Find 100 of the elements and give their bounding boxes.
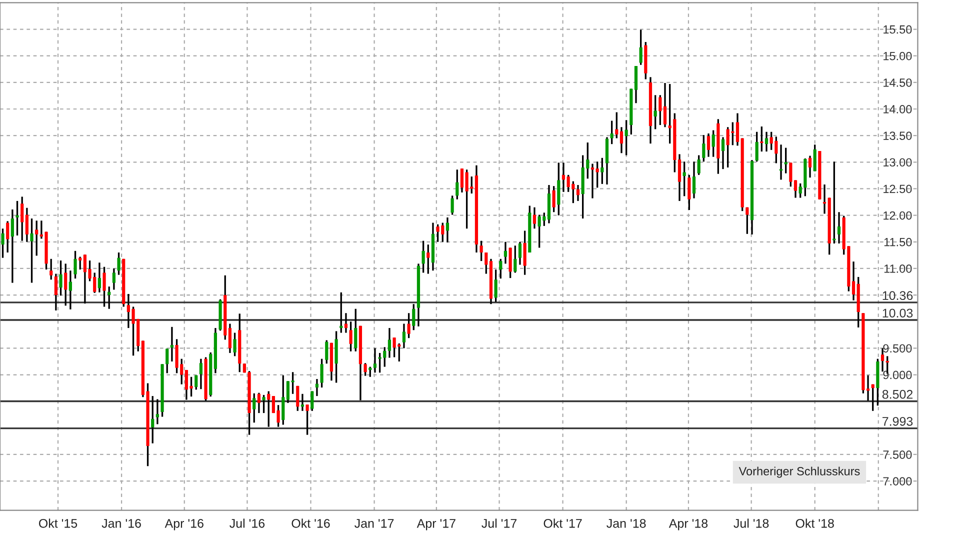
candlestick <box>170 326 174 362</box>
x-tick-label: Jul '18 <box>734 518 769 528</box>
candlestick <box>233 332 236 357</box>
candlestick <box>784 146 788 174</box>
candlestick <box>746 206 749 235</box>
candlestick <box>620 126 624 154</box>
candlestick <box>74 250 77 280</box>
x-tick-label: Okt '16 <box>292 518 330 528</box>
candlestick <box>866 374 870 402</box>
candlestick <box>156 398 159 426</box>
candlestick <box>402 322 406 350</box>
x-tick-label: Jan '17 <box>354 519 394 528</box>
candlestick <box>518 241 522 266</box>
candlestick <box>794 179 798 199</box>
candlestick <box>615 111 618 140</box>
candlestick <box>315 378 319 397</box>
candlestick <box>658 94 662 126</box>
candlestick <box>532 206 536 230</box>
x-tick-label: Jul '16 <box>230 518 265 528</box>
candlestick <box>837 211 841 244</box>
y-tick-label: 14.50 <box>884 78 912 87</box>
candlestick <box>450 194 454 216</box>
x-tick-label: Apr '18 <box>668 518 708 530</box>
candlestick <box>706 132 710 158</box>
candlestick <box>306 404 309 436</box>
candlestick <box>576 184 580 202</box>
x-tick-label: Okt '18 <box>796 518 834 528</box>
annotation: Vorheriger Schlusskurs <box>738 466 860 478</box>
y-tick-label: 15.50 <box>884 25 912 34</box>
candlestick <box>702 134 706 162</box>
candlestick <box>64 262 68 306</box>
candlestick <box>808 154 812 178</box>
candlestick <box>697 154 700 176</box>
candlestick <box>755 131 758 162</box>
candlestick <box>262 394 266 414</box>
candlestick <box>20 196 24 242</box>
candlestick <box>6 220 10 254</box>
candlestick <box>600 157 604 185</box>
x-tick-label: Jan '18 <box>606 518 646 528</box>
candlestick <box>663 82 667 128</box>
candlestick <box>199 358 203 390</box>
candlestick <box>712 129 715 158</box>
candlestick <box>456 168 459 200</box>
x-tick-label: Apr '16 <box>164 518 204 530</box>
y-tick-label: 12.00 <box>884 211 912 220</box>
candlestick <box>494 268 498 303</box>
ref-line-label: 7.993 <box>882 416 913 426</box>
y-tick-label: 12.50 <box>884 184 912 194</box>
candlestick <box>880 347 884 372</box>
candlestick <box>504 241 508 265</box>
candlestick <box>852 260 856 302</box>
y-tick-label: 9.000 <box>883 370 912 380</box>
candlestick <box>634 65 638 104</box>
candlestick <box>1 228 4 259</box>
candlestick <box>736 112 740 147</box>
y-tick-label: 11.00 <box>884 264 912 273</box>
candlestick <box>499 258 502 280</box>
candlestick <box>16 200 19 236</box>
candlestick <box>590 162 594 200</box>
candlestick <box>562 162 566 193</box>
candlestick <box>228 322 232 354</box>
candlestick <box>117 252 120 276</box>
candlestick <box>59 260 62 296</box>
candlestick <box>373 347 377 374</box>
candlestick <box>779 144 783 181</box>
candlestick <box>822 184 826 215</box>
candlestick <box>639 28 642 66</box>
candlestick <box>407 312 410 339</box>
candlestick <box>252 392 256 424</box>
candlestick <box>789 162 792 188</box>
candlestick <box>654 94 657 130</box>
candlestick <box>368 366 372 378</box>
candlestick <box>596 160 599 189</box>
candlestick <box>310 390 314 412</box>
candlestick <box>514 244 517 274</box>
candlestick <box>54 272 58 312</box>
candlestick <box>484 252 488 275</box>
candlestick <box>688 174 691 211</box>
y-tick-label: 13.50 <box>884 132 912 140</box>
candlestick <box>480 240 483 262</box>
y-tick-label: 9.500 <box>883 344 912 353</box>
candlestick <box>78 256 82 270</box>
candlestick <box>98 262 101 294</box>
candlestick <box>354 308 358 352</box>
candlestick <box>364 362 367 377</box>
candlestick <box>166 348 169 374</box>
candlestick <box>68 270 72 310</box>
candlestick <box>388 327 392 359</box>
candlestick <box>813 144 816 172</box>
candlestick <box>349 320 352 352</box>
candlestick <box>267 390 270 428</box>
candlestick <box>30 218 34 284</box>
x-tick-label: Okt '17 <box>544 518 582 528</box>
ref-line-label: 10.03 <box>882 308 913 318</box>
candlestick <box>340 292 343 334</box>
y-tick-label: 14.00 <box>884 105 912 114</box>
candlestick <box>112 268 116 291</box>
candlestick <box>552 185 556 213</box>
ref-line-label: 8.502 <box>882 390 913 399</box>
candlestick <box>426 244 430 275</box>
